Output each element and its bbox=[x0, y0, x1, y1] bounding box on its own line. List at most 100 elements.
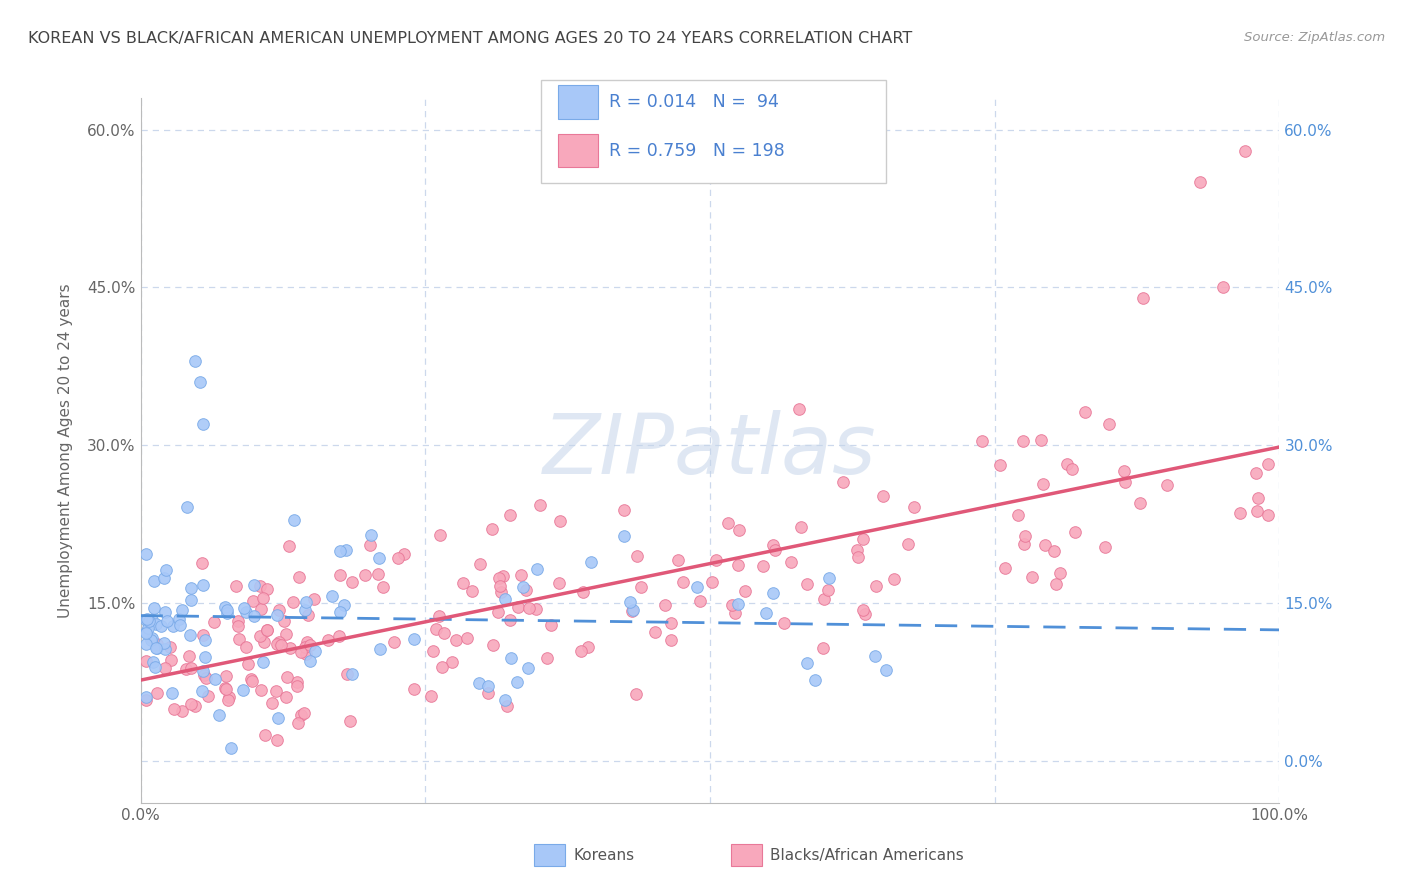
Text: ZIPatlas: ZIPatlas bbox=[543, 410, 877, 491]
Point bbox=[329, 543, 352, 558]
Point bbox=[852, 533, 875, 547]
Point bbox=[488, 605, 510, 619]
Point bbox=[266, 637, 288, 651]
Point bbox=[169, 618, 191, 632]
Y-axis label: Unemployment Among Ages 20 to 24 years: Unemployment Among Ages 20 to 24 years bbox=[59, 283, 73, 618]
Point bbox=[1043, 543, 1066, 558]
Point bbox=[700, 574, 723, 589]
Point bbox=[1012, 434, 1035, 449]
Point bbox=[302, 591, 325, 606]
Point bbox=[249, 602, 271, 616]
Point bbox=[1247, 491, 1270, 505]
Point bbox=[328, 629, 350, 643]
Point bbox=[1229, 506, 1251, 520]
Point bbox=[335, 543, 357, 558]
Point bbox=[215, 682, 238, 697]
Point bbox=[1114, 464, 1136, 478]
Point bbox=[232, 600, 254, 615]
Point bbox=[135, 637, 157, 651]
Point bbox=[294, 594, 316, 608]
Point bbox=[817, 583, 839, 598]
Point bbox=[135, 690, 157, 705]
Point bbox=[143, 574, 166, 588]
Point bbox=[1257, 457, 1279, 471]
Point bbox=[734, 584, 756, 599]
Point bbox=[875, 663, 897, 677]
Point bbox=[1094, 541, 1116, 555]
Point bbox=[526, 562, 548, 576]
Point bbox=[510, 567, 533, 582]
Point bbox=[143, 601, 166, 615]
Point bbox=[903, 500, 925, 515]
Point bbox=[339, 714, 361, 728]
Point bbox=[1049, 566, 1071, 580]
Point bbox=[277, 539, 299, 553]
Point bbox=[853, 607, 876, 622]
Point bbox=[225, 579, 247, 593]
Point bbox=[489, 579, 512, 593]
Text: Blacks/African Americans: Blacks/African Americans bbox=[770, 848, 965, 863]
Point bbox=[177, 649, 200, 664]
Point bbox=[499, 613, 522, 627]
Point bbox=[524, 602, 547, 616]
Point bbox=[267, 711, 290, 725]
Point bbox=[141, 631, 163, 645]
Point bbox=[846, 542, 869, 557]
Point bbox=[613, 503, 636, 517]
Point bbox=[489, 585, 512, 599]
Point bbox=[180, 582, 202, 596]
Point bbox=[287, 716, 309, 731]
Point bbox=[382, 634, 405, 648]
Point bbox=[276, 690, 298, 705]
Point bbox=[422, 644, 444, 658]
Text: Koreans: Koreans bbox=[574, 848, 634, 863]
Point bbox=[468, 557, 491, 571]
Point bbox=[579, 555, 602, 569]
Point bbox=[285, 679, 308, 693]
Point bbox=[620, 604, 643, 618]
Point bbox=[1074, 405, 1097, 419]
Point bbox=[787, 402, 810, 417]
Point bbox=[491, 569, 513, 583]
Point bbox=[666, 553, 689, 567]
Point bbox=[184, 698, 207, 713]
Point bbox=[262, 696, 284, 710]
Text: R = 0.014   N =  94: R = 0.014 N = 94 bbox=[609, 94, 779, 112]
Point bbox=[517, 600, 540, 615]
Point bbox=[659, 633, 682, 648]
Point bbox=[1244, 466, 1267, 480]
Point bbox=[298, 654, 321, 668]
Point bbox=[232, 683, 254, 698]
Point bbox=[228, 632, 250, 646]
Point bbox=[194, 650, 217, 665]
Point bbox=[368, 641, 391, 656]
Point bbox=[402, 632, 425, 647]
Point bbox=[294, 603, 316, 617]
Point bbox=[202, 615, 225, 630]
Point bbox=[295, 635, 318, 649]
Point bbox=[720, 598, 742, 612]
Text: Source: ZipAtlas.com: Source: ZipAtlas.com bbox=[1244, 31, 1385, 45]
Point bbox=[252, 655, 274, 669]
Point bbox=[162, 618, 184, 632]
Point bbox=[159, 640, 181, 654]
Point bbox=[219, 741, 242, 756]
Point bbox=[1156, 477, 1178, 491]
Point bbox=[290, 708, 312, 723]
Point bbox=[135, 654, 157, 668]
Point bbox=[273, 614, 295, 628]
Point bbox=[762, 538, 785, 552]
Point bbox=[704, 553, 727, 567]
Point bbox=[298, 638, 321, 652]
Point bbox=[790, 520, 813, 534]
Point bbox=[477, 686, 499, 700]
Point bbox=[266, 608, 288, 623]
Point bbox=[1188, 175, 1211, 189]
Point bbox=[994, 561, 1017, 575]
Point bbox=[512, 580, 534, 594]
Point bbox=[136, 612, 159, 626]
Point bbox=[654, 598, 676, 612]
Point bbox=[252, 591, 274, 606]
Point bbox=[333, 598, 356, 612]
Point bbox=[235, 640, 257, 654]
